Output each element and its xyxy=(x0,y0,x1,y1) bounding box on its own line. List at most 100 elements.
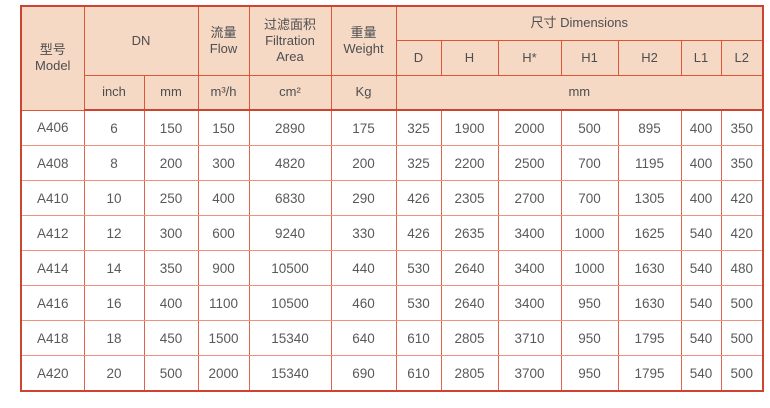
unit-weight: Kg xyxy=(330,75,397,111)
cell-inch: 16 xyxy=(83,285,145,321)
cell-d: 426 xyxy=(395,215,442,251)
cell-inch: 14 xyxy=(83,250,145,286)
cell-l2: 420 xyxy=(720,180,765,216)
cell-h2: 1625 xyxy=(617,215,682,251)
cell-weight: 640 xyxy=(330,320,397,356)
cell-area: 2890 xyxy=(248,109,332,146)
cell-model: A420 xyxy=(20,355,85,392)
cell-inch: 18 xyxy=(83,320,145,356)
cell-d: 325 xyxy=(395,145,442,181)
header-row-groups: 型号 Model DN 流量 Flow 过滤面积 Filtration Area… xyxy=(20,5,764,111)
cell-l1: 540 xyxy=(680,355,722,392)
cell-l2: 500 xyxy=(720,320,765,356)
cell-inch: 10 xyxy=(83,180,145,216)
cell-l1: 540 xyxy=(680,320,722,356)
cell-l2: 500 xyxy=(720,355,765,392)
cell-weight: 440 xyxy=(330,250,397,286)
cell-h2: 1795 xyxy=(617,355,682,392)
cell-weight: 290 xyxy=(330,180,397,216)
col-header-h1: H1 xyxy=(560,40,619,76)
cell-h: 2640 xyxy=(440,250,499,286)
cell-d: 426 xyxy=(395,180,442,216)
col-header-dimensions: 尺寸 Dimensions xyxy=(395,5,764,41)
cell-inch: 6 xyxy=(83,109,145,146)
cell-h1: 700 xyxy=(560,145,619,181)
unit-flow: m³/h xyxy=(197,75,250,111)
cell-l1: 400 xyxy=(680,180,722,216)
cell-d: 325 xyxy=(395,109,442,146)
cell-d: 610 xyxy=(395,355,442,392)
cell-area: 6830 xyxy=(248,180,332,216)
cell-h2: 1795 xyxy=(617,320,682,356)
cell-weight: 330 xyxy=(330,215,397,251)
cell-model: A408 xyxy=(20,145,85,181)
cell-h2: 1305 xyxy=(617,180,682,216)
cell-weight: 690 xyxy=(330,355,397,392)
col-header-l1: L1 xyxy=(680,40,722,76)
cell-mm: 400 xyxy=(143,285,199,321)
cell-area: 4820 xyxy=(248,145,332,181)
cell-weight: 200 xyxy=(330,145,397,181)
unit-area: cm² xyxy=(248,75,332,111)
cell-l2: 500 xyxy=(720,285,765,321)
table-row: A416 16 400 1100 10500 460 530 2640 3400 950 1630 5… xyxy=(20,285,765,321)
cell-mm: 500 xyxy=(143,355,199,392)
cell-h1: 1000 xyxy=(560,250,619,286)
cell-weight: 460 xyxy=(330,285,397,321)
col-header-flow: 流量 Flow xyxy=(197,5,250,76)
cell-area: 9240 xyxy=(248,215,332,251)
cell-model: A412 xyxy=(20,215,85,251)
cell-d: 610 xyxy=(395,320,442,356)
header-row-units: inch mm m³/h cm² Kg mm xyxy=(21,75,764,111)
table-row: A414 14 350 900 10500 440 530 2640 3400 1000 1630 5… xyxy=(20,250,765,286)
cell-model: A410 xyxy=(20,180,85,216)
cell-h2: 1630 xyxy=(617,285,682,321)
table-row: A408 8 200 300 4820 200 325 2200 2500 700 1195 400 3… xyxy=(20,145,765,181)
cell-mm: 300 xyxy=(143,215,199,251)
cell-l2: 420 xyxy=(720,215,765,251)
cell-hstar: 3400 xyxy=(497,215,562,251)
cell-h: 2635 xyxy=(440,215,499,251)
cell-flow: 600 xyxy=(197,215,250,251)
table-row: A418 18 450 1500 15340 640 610 2805 3710 950 1795 5… xyxy=(20,320,765,356)
cell-h1: 950 xyxy=(560,355,619,392)
cell-inch: 8 xyxy=(83,145,145,181)
col-header-weight: 重量 Weight xyxy=(330,5,397,76)
header-row-dimension-cols: D H H* H1 H2 L1 L2 xyxy=(21,40,764,76)
table-body: A406 6 150 150 2890 175 325 1900 2000 500 895 400 35… xyxy=(20,109,765,392)
cell-h1: 500 xyxy=(560,109,619,146)
cell-area: 10500 xyxy=(248,285,332,321)
cell-hstar: 2000 xyxy=(497,109,562,146)
cell-h1: 950 xyxy=(560,320,619,356)
cell-weight: 175 xyxy=(330,109,397,146)
cell-l2: 350 xyxy=(720,109,765,146)
col-header-filtration-area: 过滤面积 Filtration Area xyxy=(248,5,332,76)
cell-h: 2805 xyxy=(440,355,499,392)
cell-l2: 480 xyxy=(720,250,765,286)
cell-h: 2640 xyxy=(440,285,499,321)
cell-model: A414 xyxy=(20,250,85,286)
cell-l2: 350 xyxy=(720,145,765,181)
cell-h1: 950 xyxy=(560,285,619,321)
cell-model: A418 xyxy=(20,320,85,356)
unit-dn-mm: mm xyxy=(143,75,199,111)
cell-flow: 400 xyxy=(197,180,250,216)
cell-area: 15340 xyxy=(248,320,332,356)
cell-flow: 300 xyxy=(197,145,250,181)
cell-mm: 200 xyxy=(143,145,199,181)
cell-model: A406 xyxy=(20,109,85,146)
cell-flow: 1100 xyxy=(197,285,250,321)
cell-l1: 400 xyxy=(680,145,722,181)
cell-hstar: 3400 xyxy=(497,285,562,321)
cell-h2: 1195 xyxy=(617,145,682,181)
cell-h2: 1630 xyxy=(617,250,682,286)
cell-flow: 2000 xyxy=(197,355,250,392)
cell-h1: 700 xyxy=(560,180,619,216)
specification-table: 型号 Model DN 流量 Flow 过滤面积 Filtration Area… xyxy=(20,5,765,392)
unit-inch: inch xyxy=(83,75,145,111)
col-header-h2: H2 xyxy=(617,40,682,76)
cell-inch: 20 xyxy=(83,355,145,392)
cell-d: 530 xyxy=(395,285,442,321)
cell-hstar: 3710 xyxy=(497,320,562,356)
